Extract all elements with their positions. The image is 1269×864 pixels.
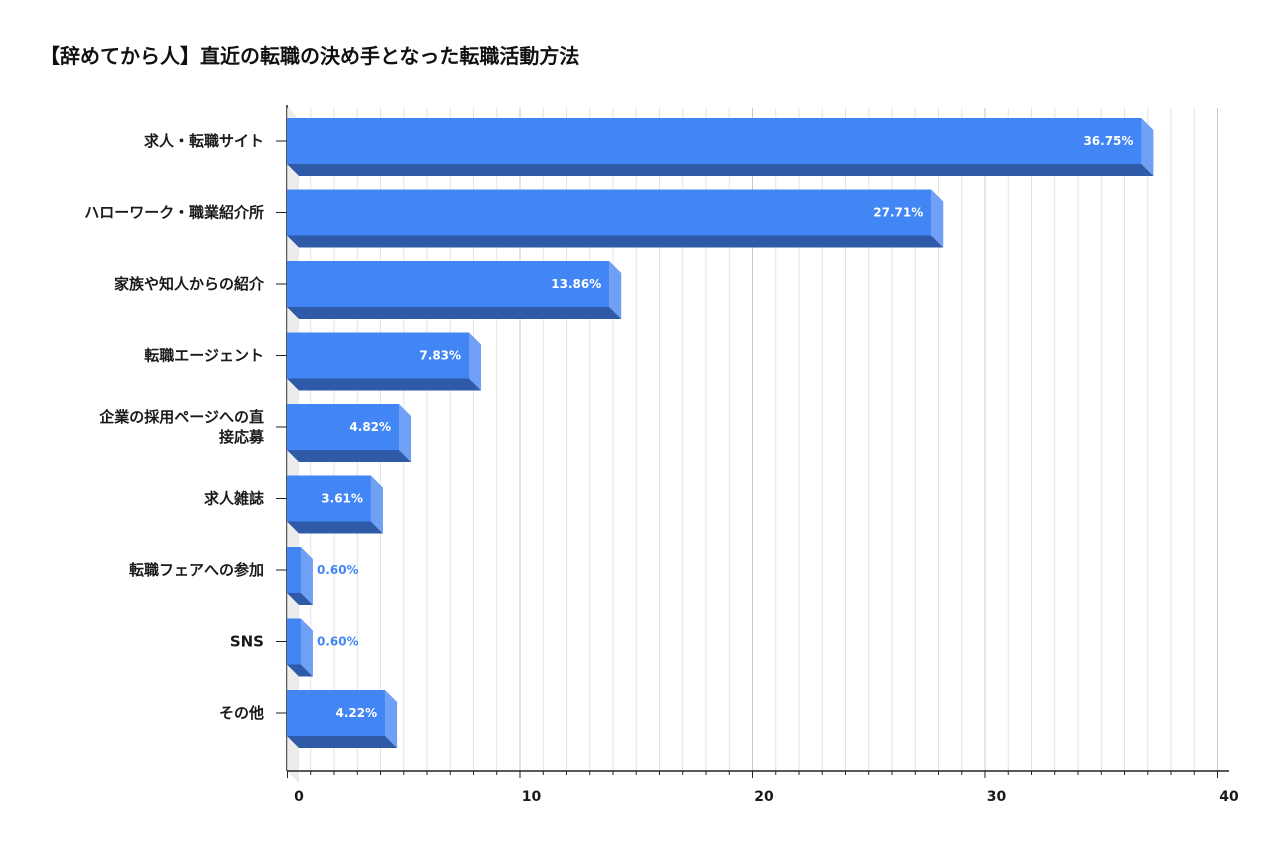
category-label: SNS	[230, 633, 264, 651]
category-label: 求人・転職サイト	[144, 132, 264, 150]
bar-bottom-face	[287, 450, 412, 462]
x-tick-label: 30	[987, 789, 1007, 805]
bar: 13.86%	[287, 261, 622, 319]
bar-bottom-face	[287, 164, 1154, 176]
category-label: 転職エージェント	[144, 347, 264, 365]
bar-side-face	[931, 189, 944, 248]
bar-front-face	[287, 261, 610, 307]
category-label: 転職フェアへの参加	[129, 561, 264, 579]
bar: 36.75%	[287, 118, 1154, 176]
bar-front-face	[287, 404, 400, 450]
bar-side-face	[370, 475, 383, 534]
bar-bottom-face	[287, 664, 313, 677]
bar: 4.82%	[287, 404, 412, 462]
bar-bottom-face	[287, 378, 482, 391]
bar-value-label: 0.60%	[317, 563, 359, 577]
category-label: その他	[219, 704, 264, 722]
bar-bottom-face	[287, 235, 944, 248]
chart-title: 【辞めてから人】直近の転職の決め手となった転職活動方法	[40, 44, 580, 68]
x-tick-label: 10	[522, 789, 542, 805]
bar-side-face	[469, 332, 482, 391]
bar-bottom-face	[287, 593, 313, 605]
bar-side-face	[300, 547, 313, 605]
bar-side-face	[399, 404, 412, 462]
x-tick-label: 0	[294, 789, 304, 805]
bar-value-label: 13.86%	[551, 277, 601, 291]
bar-front-face	[287, 475, 371, 522]
bar-front-face	[287, 547, 301, 593]
bar-value-label: 4.22%	[335, 706, 377, 720]
bar-side-face	[1141, 118, 1154, 176]
bar: 3.61%	[287, 475, 383, 534]
bar-side-face	[609, 261, 622, 319]
x-tick-label: 20	[754, 789, 774, 805]
bar-front-face	[287, 618, 301, 665]
bar-side-face	[385, 690, 398, 748]
bar-value-label: 4.82%	[349, 420, 391, 434]
bar-front-face	[287, 332, 470, 379]
bar-side-face	[300, 618, 313, 677]
bar: 7.83%	[287, 332, 482, 391]
category-label: 家族や知人からの紹介	[114, 275, 265, 293]
x-axis: 0 10 20 30 40	[287, 770, 1239, 805]
bar-value-label: 0.60%	[317, 635, 359, 649]
bar-value-label: 27.71%	[873, 206, 923, 220]
bars: 36.75% 27.71% 13.86% 7.83% 4.82% 3.61% 0.60% 0.…	[287, 118, 1154, 748]
category-label: 企業の採用ページへの直	[98, 408, 264, 426]
bar-bottom-face	[287, 307, 622, 319]
category-label: 接応募	[219, 428, 265, 446]
bar-bottom-face	[287, 736, 398, 748]
category-label: 求人雑誌	[204, 490, 264, 508]
bar-front-face	[287, 690, 386, 736]
x-tick-label: 40	[1219, 789, 1239, 805]
bar: 0.60%	[287, 618, 359, 677]
category-label: ハローワーク・職業紹介所	[84, 204, 264, 222]
bar: 0.60%	[287, 547, 359, 605]
bar-value-label: 7.83%	[419, 349, 461, 363]
bar: 27.71%	[287, 189, 944, 248]
bar-bottom-face	[287, 521, 383, 534]
bar-value-label: 3.61%	[321, 492, 363, 506]
bar-front-face	[287, 189, 932, 236]
bar-value-label: 36.75%	[1083, 134, 1133, 148]
bar-front-face	[287, 118, 1142, 164]
category-labels: 求人・転職サイトハローワーク・職業紹介所家族や知人からの紹介転職エージェント企業…	[84, 132, 287, 722]
bar: 4.22%	[287, 690, 398, 748]
